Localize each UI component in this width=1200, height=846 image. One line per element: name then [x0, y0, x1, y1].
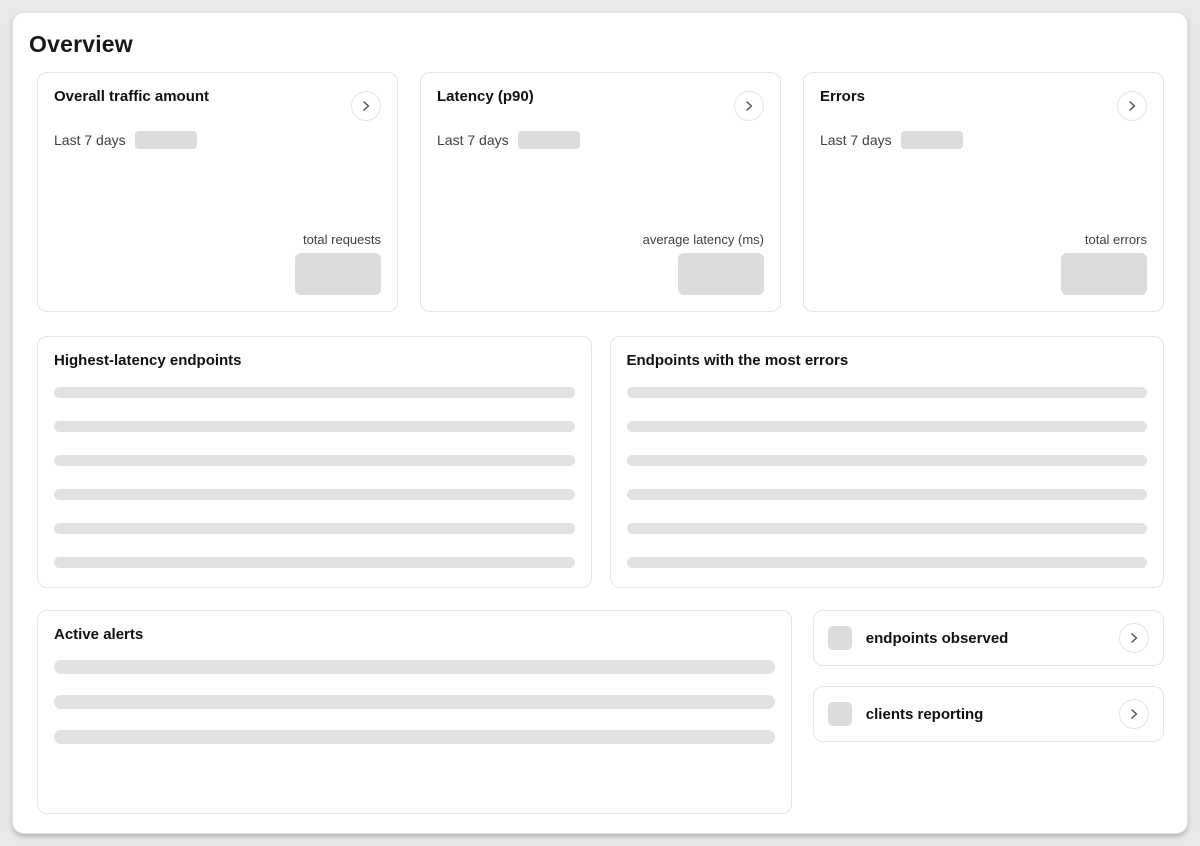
traffic-card-header: Overall traffic amount	[54, 88, 381, 121]
errors-card-footer: total errors	[820, 232, 1147, 295]
skeleton-row	[54, 488, 575, 500]
average-latency-label: average latency (ms)	[642, 232, 764, 247]
average-latency-value-skeleton	[678, 253, 764, 295]
clients-reporting-details-button[interactable]	[1119, 699, 1149, 729]
latency-card-details-button[interactable]	[734, 91, 764, 121]
skeleton-row	[54, 729, 775, 744]
latency-period-value-skeleton	[517, 131, 580, 149]
skeleton-row	[626, 488, 1147, 500]
errors-card: Errors Last 7 days total errors	[803, 72, 1164, 312]
chevron-right-icon	[1128, 708, 1140, 720]
highest-latency-endpoints-card: Highest-latency endpoints	[37, 336, 592, 588]
errors-card-subtitle-row: Last 7 days	[820, 131, 1147, 149]
endpoints-most-errors-title: Endpoints with the most errors	[626, 352, 849, 369]
latency-card-title: Latency (p90)	[437, 88, 534, 105]
skeleton-row	[54, 454, 575, 466]
traffic-card-footer: total requests	[54, 232, 381, 295]
endpoints-observed-label: endpoints observed	[865, 629, 1009, 647]
skeleton-row	[54, 694, 775, 709]
latency-card-footer: average latency (ms)	[437, 232, 764, 295]
skeleton-row	[626, 420, 1147, 432]
list-cards-row: Highest-latency endpoints Endpoints with…	[37, 336, 1164, 588]
latency-card-period-label: Last 7 days	[437, 132, 509, 148]
stat-cards-row: Overall traffic amount Last 7 days total…	[37, 72, 1164, 312]
errors-card-period-label: Last 7 days	[820, 132, 892, 148]
latency-card-subtitle-row: Last 7 days	[437, 131, 764, 149]
errors-card-header: Errors	[820, 88, 1147, 121]
skeleton-row	[626, 556, 1147, 568]
chevron-right-icon	[743, 100, 755, 112]
skeleton-row	[54, 556, 575, 568]
skeleton-row	[54, 386, 575, 398]
chevron-right-icon	[360, 100, 372, 112]
skeleton-row	[626, 454, 1147, 466]
summary-cards-column: endpoints observed clients reporting	[812, 610, 1164, 742]
skeleton-row	[626, 386, 1147, 398]
active-alerts-skeleton-list	[54, 659, 775, 744]
traffic-period-value-skeleton	[134, 131, 197, 149]
errors-card-details-button[interactable]	[1117, 91, 1147, 121]
endpoints-most-errors-card: Endpoints with the most errors	[609, 336, 1164, 588]
latency-card-header: Latency (p90)	[437, 88, 764, 121]
total-errors-label: total errors	[1084, 232, 1147, 247]
total-errors-value-skeleton	[1061, 253, 1147, 295]
highest-latency-endpoints-skeleton-list	[54, 386, 575, 568]
traffic-card-details-button[interactable]	[351, 91, 381, 121]
skeleton-row	[54, 522, 575, 534]
active-alerts-card: Active alerts	[37, 610, 792, 814]
latency-card: Latency (p90) Last 7 days average latenc…	[420, 72, 781, 312]
traffic-card: Overall traffic amount Last 7 days total…	[37, 72, 398, 312]
endpoints-observed-card[interactable]: endpoints observed	[812, 610, 1164, 666]
clients-reporting-label: clients reporting	[865, 705, 984, 723]
chevron-right-icon	[1126, 100, 1138, 112]
page-title: Overview	[29, 31, 133, 57]
overview-page: Overview Overall traffic amount Last 7 d…	[12, 12, 1188, 834]
chevron-right-icon	[1128, 632, 1140, 644]
clients-reporting-count-skeleton	[827, 702, 852, 726]
endpoints-observed-details-button[interactable]	[1119, 623, 1149, 653]
errors-card-title: Errors	[820, 88, 866, 105]
errors-period-value-skeleton	[900, 131, 963, 149]
traffic-card-subtitle-row: Last 7 days	[54, 131, 381, 149]
traffic-card-period-label: Last 7 days	[54, 132, 126, 148]
bottom-row: Active alerts endpoints observed clients…	[37, 610, 1164, 814]
highest-latency-endpoints-title: Highest-latency endpoints	[54, 352, 242, 369]
endpoints-most-errors-skeleton-list	[626, 386, 1147, 568]
active-alerts-title: Active alerts	[54, 626, 144, 643]
clients-reporting-card[interactable]: clients reporting	[812, 686, 1164, 742]
endpoints-observed-count-skeleton	[827, 626, 852, 650]
total-requests-value-skeleton	[295, 253, 381, 295]
skeleton-row	[54, 659, 775, 674]
skeleton-row	[626, 522, 1147, 534]
traffic-card-title: Overall traffic amount	[54, 88, 210, 105]
total-requests-label: total requests	[302, 232, 381, 247]
skeleton-row	[54, 420, 575, 432]
